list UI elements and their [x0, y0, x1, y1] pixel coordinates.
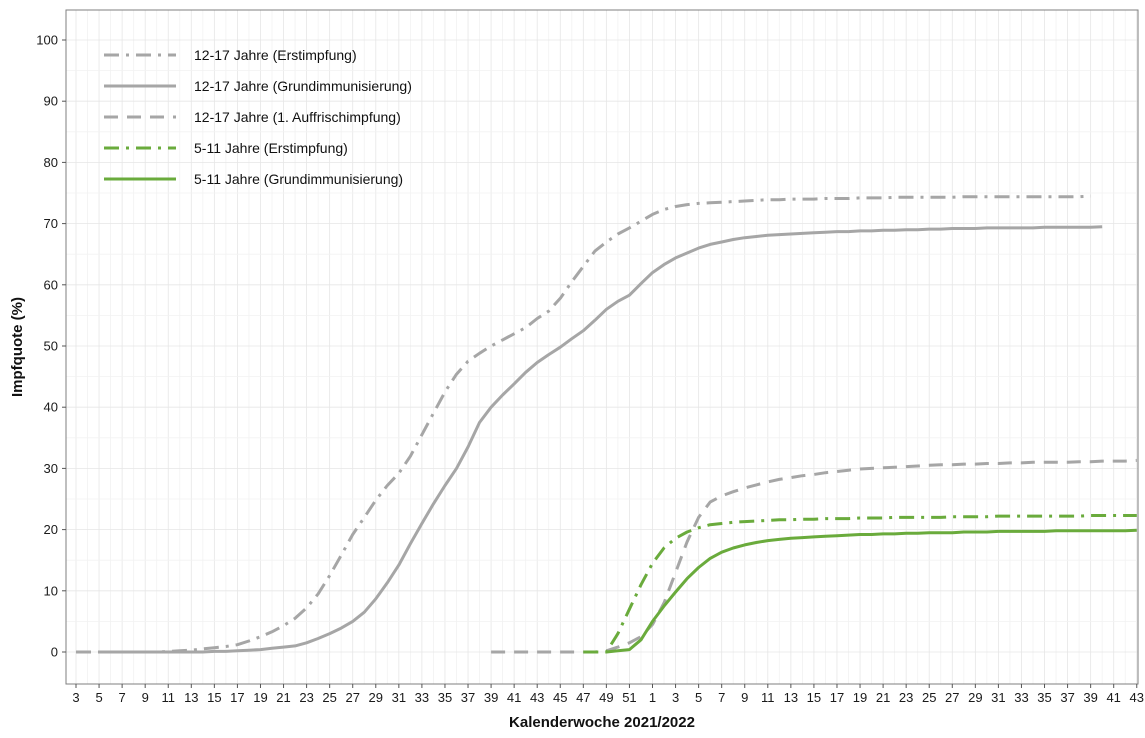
y-tick-label: 90	[44, 94, 58, 109]
x-tick-label: 19	[853, 690, 867, 705]
y-tick-label: 0	[51, 645, 58, 660]
legend-label-4: 5-11 Jahre (Erstimpfung)	[194, 140, 348, 156]
x-tick-label: 3	[72, 690, 79, 705]
grid-lines	[66, 10, 1138, 684]
x-tick-label: 45	[553, 690, 567, 705]
x-tick-label: 11	[761, 690, 775, 705]
x-tick-label: 25	[322, 690, 336, 705]
x-tick-label: 25	[922, 690, 936, 705]
x-tick-label: 23	[299, 690, 313, 705]
legend-label-2: 12-17 Jahre (Grundimmunisierung)	[194, 78, 412, 94]
x-tick-label: 41	[1106, 690, 1120, 705]
x-tick-label: 49	[599, 690, 613, 705]
x-tick-label: 35	[438, 690, 452, 705]
x-tick-label: 7	[119, 690, 126, 705]
y-tick-label: 70	[44, 216, 58, 231]
legend: 12-17 Jahre (Erstimpfung) 12-17 Jahre (Gr…	[104, 47, 412, 187]
x-tick-label: 23	[899, 690, 913, 705]
x-tick-label: 15	[207, 690, 221, 705]
x-tick-label: 39	[1083, 690, 1097, 705]
x-tick-label: 35	[1037, 690, 1051, 705]
x-tick-label: 7	[718, 690, 725, 705]
x-tick-label: 13	[784, 690, 798, 705]
x-tick-label: 27	[345, 690, 359, 705]
x-tick-label: 11	[161, 690, 175, 705]
y-tick-label: 80	[44, 155, 58, 170]
x-tick-label: 41	[507, 690, 521, 705]
x-tick-label: 29	[968, 690, 982, 705]
x-tick-label: 31	[392, 690, 406, 705]
legend-label-1: 12-17 Jahre (Erstimpfung)	[194, 47, 357, 63]
x-tick-label: 33	[415, 690, 429, 705]
x-tick-label: 1	[649, 690, 656, 705]
x-axis-title: Kalenderwoche 2021/2022	[509, 714, 695, 731]
x-tick-label: 5	[695, 690, 702, 705]
x-tick-label: 17	[230, 690, 244, 705]
y-tick-label: 10	[44, 583, 58, 598]
x-tick-label: 51	[622, 690, 636, 705]
legend-label-5: 5-11 Jahre (Grundimmunisierung)	[194, 171, 403, 187]
x-tick-label: 19	[253, 690, 267, 705]
y-axis-ticks: 0 10 20 30 40 50 60 70 80 90 100	[36, 33, 66, 660]
x-tick-label: 37	[461, 690, 475, 705]
plot-panel-border	[65, 9, 1139, 685]
y-tick-label: 50	[44, 339, 58, 354]
x-tick-label: 13	[184, 690, 198, 705]
x-tick-label: 9	[142, 690, 149, 705]
x-tick-label: 33	[1014, 690, 1028, 705]
series-line-2	[99, 225, 1103, 654]
series-line-5	[606, 528, 1137, 654]
x-tick-label: 9	[741, 690, 748, 705]
x-tick-label: 39	[484, 690, 498, 705]
series-line-3	[491, 458, 1137, 654]
x-tick-label: 27	[945, 690, 959, 705]
y-tick-label: 60	[44, 277, 58, 292]
series-line-1	[76, 194, 1091, 654]
x-tick-label: 43	[530, 690, 544, 705]
x-tick-label: 43	[1130, 690, 1144, 705]
series-lines	[76, 194, 1137, 654]
x-tick-label: 17	[830, 690, 844, 705]
y-tick-label: 20	[44, 522, 58, 537]
x-tick-label: 15	[807, 690, 821, 705]
y-tick-label: 40	[44, 400, 58, 415]
x-tick-label: 29	[369, 690, 383, 705]
x-tick-label: 5	[95, 690, 102, 705]
x-tick-label: 21	[276, 690, 290, 705]
x-tick-label: 47	[576, 690, 590, 705]
x-tick-label: 37	[1060, 690, 1074, 705]
x-axis-ticks: 3 5 7 9 11 13 15 17 19 21 23 25 27 29 31 33 35 37 39 41 43 45…	[72, 684, 1144, 705]
x-tick-label: 31	[991, 690, 1005, 705]
y-tick-label: 100	[36, 33, 58, 48]
x-tick-label: 21	[876, 690, 890, 705]
x-tick-label: 3	[672, 690, 679, 705]
y-axis-title: Impfquote (%)	[9, 297, 26, 397]
series-line-4	[583, 514, 1137, 654]
legend-label-3: 12-17 Jahre (1. Auffrischimpfung)	[194, 109, 401, 125]
y-tick-label: 30	[44, 461, 58, 476]
